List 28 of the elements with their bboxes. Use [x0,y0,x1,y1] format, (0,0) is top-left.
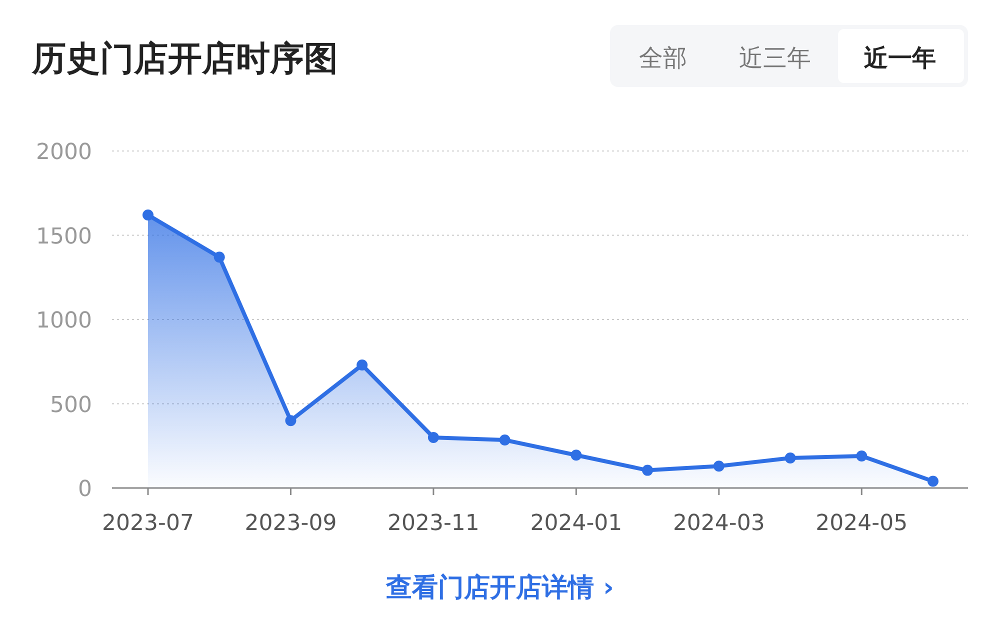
y-tick-label: 1000 [36,308,92,334]
y-tick-label: 1500 [36,224,92,250]
y-tick-label: 2000 [36,140,92,165]
point [570,450,582,461]
point [928,476,938,487]
point [142,210,154,221]
chart-title: 历史门店开店时序图 [31,39,338,79]
x-tick-label: 2023-11 [387,511,480,536]
point [784,452,796,464]
point [713,460,724,472]
point [285,415,296,426]
point [428,432,439,443]
y-tick-label: 500 [50,392,92,418]
text: 查看门店开店详情 › [385,573,614,603]
text: 近三年 [739,44,811,72]
y-tick-label: 0 [78,477,92,502]
x-tick-label: 2023-07 [102,511,194,536]
x-tick-label: 2024-03 [672,511,765,536]
point [642,464,654,476]
point [214,252,225,263]
x-tick-label: 2024-05 [816,511,908,536]
point [356,359,368,370]
x-tick-label: 2024-01 [530,511,622,536]
point [856,450,868,462]
text: 全部 [639,44,687,72]
x-tick-label: 2023-09 [244,511,337,536]
text: 近一年 [864,44,936,72]
point [499,434,510,446]
